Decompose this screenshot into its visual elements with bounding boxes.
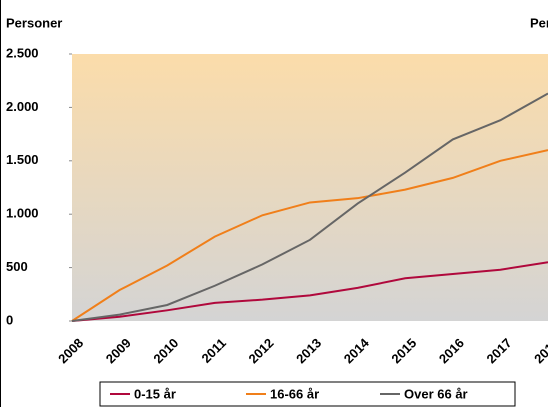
x-tick-label: 2012 — [246, 335, 277, 366]
legend — [99, 381, 516, 407]
y-axis-label: Personer — [6, 15, 62, 30]
x-tick-label: 2013 — [293, 335, 324, 366]
x-tick-label: 2016 — [436, 335, 467, 366]
legend-label: 0-15 år — [134, 386, 176, 401]
x-tick-label: 2015 — [388, 335, 419, 366]
series-line — [71, 92, 548, 322]
y-tick-label: 1.000 — [6, 206, 39, 221]
x-tick-label: 2008 — [55, 335, 86, 366]
y-tick-label: 2.000 — [6, 99, 39, 114]
plot-area — [72, 54, 548, 321]
y-tick-label: 2.500 — [6, 45, 39, 60]
legend-label: 16-66 år — [270, 386, 319, 401]
y-tick-label: 0 — [6, 312, 13, 327]
series-line — [71, 149, 548, 322]
x-tick-label: 2010 — [150, 335, 181, 366]
y2-axis-label: Personer — [530, 15, 548, 30]
x-tick-label: 2018 — [531, 335, 548, 366]
y-tick-label: 1.500 — [6, 152, 39, 167]
x-tick-label: 2014 — [341, 335, 373, 367]
series-line — [71, 261, 548, 322]
x-tick-label: 2011 — [198, 335, 229, 366]
y-tick-label: 500 — [6, 259, 28, 274]
legend-label: Over 66 år — [404, 386, 468, 401]
x-tick-label: 2017 — [484, 335, 515, 366]
x-tick-label: 2009 — [103, 335, 134, 366]
